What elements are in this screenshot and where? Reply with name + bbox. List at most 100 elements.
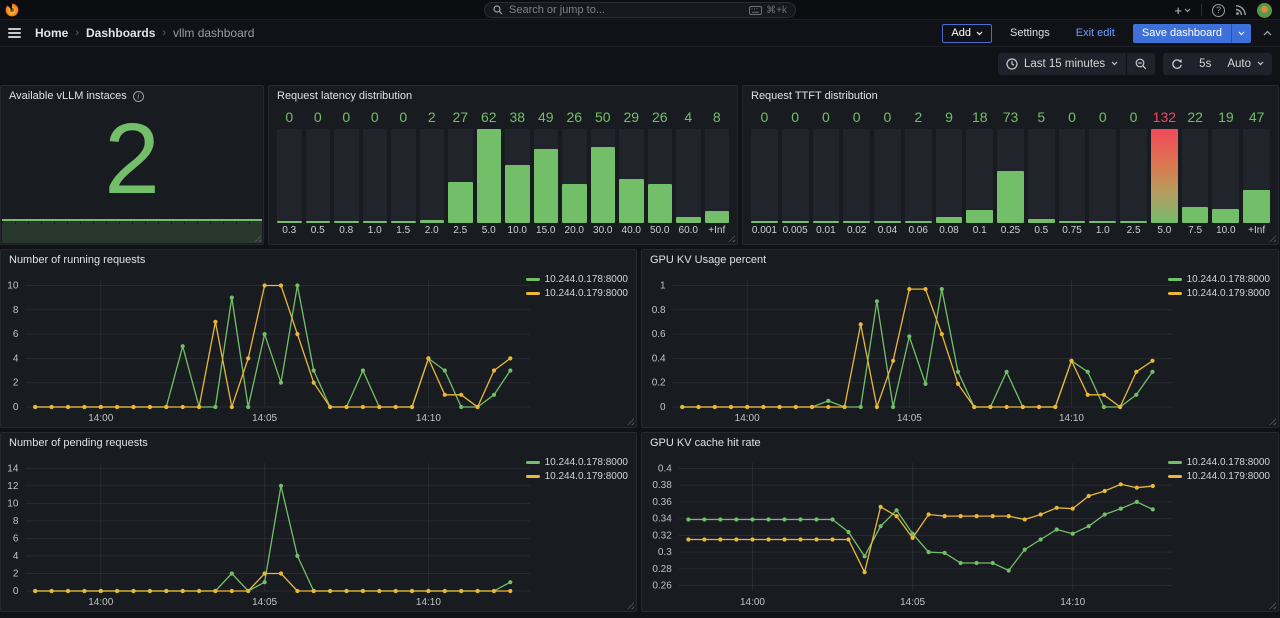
- svg-text:14:05: 14:05: [252, 413, 277, 424]
- settings-button[interactable]: Settings: [1002, 24, 1058, 43]
- breadcrumb-home[interactable]: Home: [35, 26, 68, 40]
- bar-category-label: 0.8: [334, 223, 359, 238]
- save-options-button[interactable]: [1232, 31, 1251, 36]
- legend-item[interactable]: 10.244.0.179:8000: [1168, 471, 1270, 482]
- breadcrumb-dashboards[interactable]: Dashboards: [86, 26, 155, 40]
- bar-fill: [363, 221, 388, 223]
- chart-legend: 10.244.0.178:8000 10.244.0.179:8000: [526, 274, 628, 299]
- panel-number-of-running-requests: Number of running requests 024681014:001…: [0, 249, 637, 428]
- panel-title[interactable]: Number of pending requests: [9, 437, 148, 449]
- bar-category-label: 40.0: [619, 223, 644, 238]
- bar-track: [1243, 129, 1270, 223]
- top-nav-bar: Search or jump to... ⌘+k + ?: [0, 0, 1280, 20]
- bar-category-label: 10.0: [505, 223, 530, 238]
- bar-value-label: 5: [1028, 108, 1055, 127]
- legend-item[interactable]: 10.244.0.179:8000: [1168, 288, 1270, 299]
- chevron-down-icon: [1184, 8, 1191, 13]
- bar-track: [676, 129, 701, 223]
- svg-text:0.28: 0.28: [652, 564, 672, 575]
- bar: 180.1: [966, 108, 993, 238]
- bar-value-label: 0: [813, 108, 840, 127]
- svg-text:14:05: 14:05: [897, 413, 922, 424]
- panel-number-of-pending-requests: Number of pending requests 0246810121414…: [0, 432, 637, 612]
- collapse-toolbar-button[interactable]: [1263, 30, 1272, 36]
- svg-text:0.8: 0.8: [652, 305, 666, 316]
- legend-item[interactable]: 10.244.0.179:8000: [526, 471, 628, 482]
- search-input[interactable]: Search or jump to... ⌘+k: [484, 2, 796, 18]
- svg-text:8: 8: [13, 305, 19, 316]
- bar: 01.0: [363, 108, 388, 238]
- panel-title[interactable]: Available vLLM instaces i: [9, 90, 144, 102]
- help-button[interactable]: ?: [1212, 4, 1225, 17]
- bar-track: [782, 129, 809, 223]
- menu-toggle-icon[interactable]: [8, 28, 21, 38]
- info-icon[interactable]: i: [133, 91, 144, 102]
- bar-value-label: 29: [619, 108, 644, 127]
- user-avatar[interactable]: [1257, 3, 1272, 18]
- bar: 00.005: [782, 108, 809, 238]
- bar-value-label: 62: [477, 108, 502, 127]
- refresh-button[interactable]: [1163, 53, 1191, 75]
- legend-item[interactable]: 10.244.0.178:8000: [1168, 274, 1270, 285]
- add-button[interactable]: Add: [942, 24, 992, 43]
- bar-track: [1089, 129, 1116, 223]
- new-menu-button[interactable]: +: [1174, 4, 1191, 17]
- dashboard-grid: Available vLLM instaces i 2 Request late…: [0, 80, 1280, 618]
- zoom-out-button[interactable]: [1127, 53, 1155, 75]
- time-range-picker[interactable]: Last 15 minutes: [998, 53, 1126, 75]
- bar-track: [306, 129, 331, 223]
- bar-value-label: 73: [997, 108, 1024, 127]
- bar-fill: [1243, 190, 1270, 223]
- svg-text:14:05: 14:05: [252, 597, 277, 608]
- refresh-interval-dropdown[interactable]: 5s: [1191, 53, 1219, 75]
- bar-fill: [306, 221, 331, 223]
- exit-edit-button[interactable]: Exit edit: [1068, 24, 1123, 43]
- bar: 47+Inf: [1243, 108, 1270, 238]
- news-button[interactable]: [1235, 4, 1247, 16]
- bar: 1910.0: [1212, 108, 1239, 238]
- legend-series-label: 10.244.0.179:8000: [545, 471, 628, 482]
- panel-title[interactable]: Number of running requests: [9, 254, 145, 266]
- bar-category-label: 0.02: [843, 223, 870, 238]
- panel-gpu-kv-usage-percent: GPU KV Usage percent 00.20.40.60.8114:00…: [641, 249, 1279, 428]
- svg-text:2: 2: [13, 568, 19, 579]
- bar-category-label: 15.0: [534, 223, 559, 238]
- panel-title[interactable]: GPU KV cache hit rate: [650, 437, 761, 449]
- svg-text:2: 2: [13, 378, 19, 389]
- bar-fill: [505, 165, 530, 223]
- panel-title[interactable]: Request TTFT distribution: [751, 90, 878, 102]
- svg-text:0: 0: [13, 402, 19, 413]
- auto-refresh-dropdown[interactable]: Auto: [1219, 53, 1272, 75]
- svg-text:0.3: 0.3: [658, 547, 672, 558]
- bar-category-label: 0.06: [905, 223, 932, 238]
- svg-text:14:10: 14:10: [416, 413, 441, 424]
- legend-item[interactable]: 10.244.0.178:8000: [526, 274, 628, 285]
- bar-value-label: 4: [676, 108, 701, 127]
- bar: 00.5: [306, 108, 331, 238]
- bar-value-label: 0: [751, 108, 778, 127]
- search-shortcut: ⌘+k: [766, 5, 787, 16]
- legend-item[interactable]: 10.244.0.178:8000: [526, 457, 628, 468]
- save-dashboard-button[interactable]: Save dashboard: [1133, 24, 1251, 43]
- bar-category-label: 5.0: [1151, 223, 1178, 238]
- bar-value-label: 132: [1151, 108, 1178, 127]
- bar-value-label: 47: [1243, 108, 1270, 127]
- bar: 460.0: [676, 108, 701, 238]
- legend-item[interactable]: 10.244.0.179:8000: [526, 288, 628, 299]
- grafana-logo[interactable]: [5, 3, 19, 17]
- chevron-up-icon: [1263, 30, 1272, 36]
- bar-value-label: 50: [591, 108, 616, 127]
- bar-category-label: 0.3: [277, 223, 302, 238]
- keyboard-icon: [749, 6, 762, 15]
- legend-series-label: 10.244.0.179:8000: [1187, 471, 1270, 482]
- bar-category-label: 0.08: [936, 223, 963, 238]
- bar: 90.08: [936, 108, 963, 238]
- bar-fill: [705, 211, 730, 223]
- panel-title[interactable]: Request latency distribution: [277, 90, 412, 102]
- bar-track: [420, 129, 445, 223]
- bar-fill: [477, 129, 502, 223]
- legend-item[interactable]: 10.244.0.178:8000: [1168, 457, 1270, 468]
- panel-title[interactable]: GPU KV Usage percent: [650, 254, 766, 266]
- bar-track: [448, 129, 473, 223]
- bar-category-label: 1.0: [1089, 223, 1116, 238]
